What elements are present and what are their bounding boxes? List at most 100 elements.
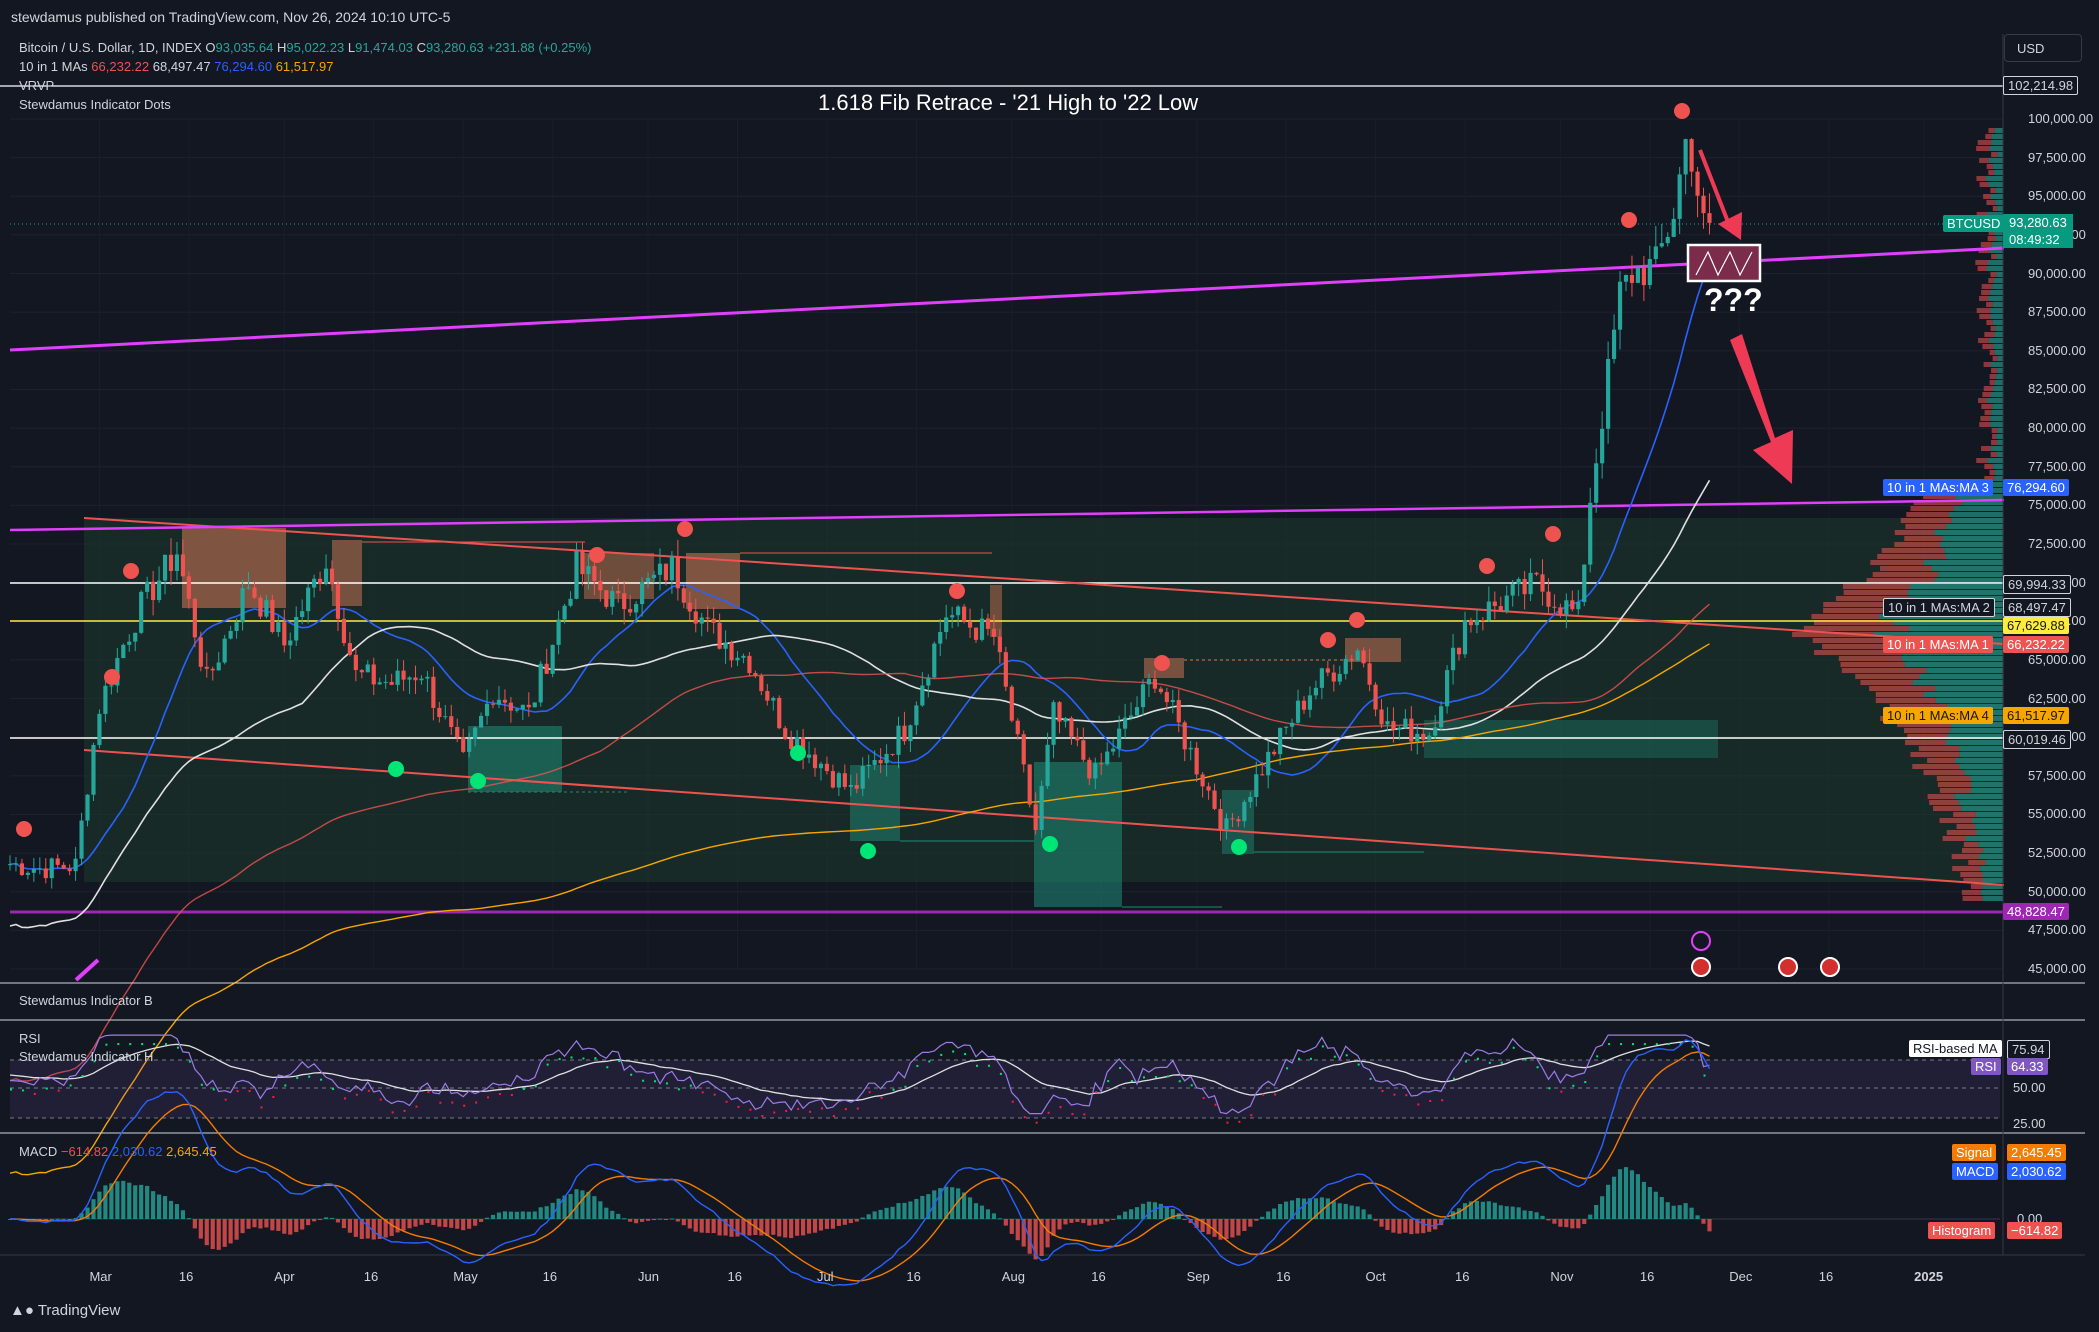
volume-bar-sell (1983, 362, 1991, 367)
indicator-h-dot (940, 1053, 943, 1056)
indicator-h-dot (677, 1088, 680, 1091)
tag-ma1-value: 66,232.22 (2003, 636, 2069, 653)
macd-hist-bar (1111, 1219, 1116, 1220)
buy-dot (1042, 836, 1058, 852)
indicator-h-dot (1131, 1079, 1134, 1082)
sell-dot (949, 583, 965, 599)
macd-hist-bar (538, 1207, 543, 1219)
macd-hist-bar (478, 1219, 484, 1222)
volume-bar-sell (1984, 476, 1995, 481)
volume-bar-sell (1946, 830, 1977, 835)
indicator-h-dot (773, 1111, 776, 1114)
candle-body (1033, 804, 1038, 830)
candle-body (1486, 601, 1491, 621)
macd-hist-bar (508, 1211, 513, 1219)
macd-hist-bar (210, 1219, 215, 1249)
candle-body (329, 568, 335, 585)
rsi-ma-line (9, 1040, 1710, 1102)
candle-body (1343, 658, 1348, 674)
candle-body (669, 556, 674, 581)
candle-body (1075, 736, 1080, 741)
volume-bar-buy (1992, 164, 2003, 169)
dots-label[interactable]: Stewdamus Indicator Dots (19, 97, 171, 112)
candle-body (1528, 572, 1533, 595)
sell-dot (1479, 558, 1495, 574)
candle-body (1552, 606, 1557, 608)
indicator-h-dot (69, 1084, 72, 1087)
macd-hist-bar (1164, 1206, 1169, 1219)
tag-60k: 60,019.46 (2003, 730, 2071, 749)
candle-body (1045, 744, 1050, 786)
candle-body (13, 863, 19, 865)
volume-bar-sell (1981, 290, 1990, 295)
fib-annotation: 1.618 Fib Retrace - '21 High to '22 Low (818, 90, 1199, 115)
candle-body (1385, 721, 1390, 725)
indicator-h-dot (1500, 1061, 1503, 1064)
candle-body (174, 554, 180, 572)
time-label: Sep (1186, 1269, 1210, 1284)
volume-bar-sell (1936, 776, 1971, 781)
flag-icon[interactable] (1691, 957, 1711, 977)
candle-body (186, 576, 191, 599)
rsi-label[interactable]: RSI (19, 1031, 41, 1046)
event-icon[interactable] (1691, 931, 1711, 951)
sell-dot (1545, 526, 1561, 542)
macd-hist-bar (67, 1219, 72, 1220)
indicator-h-dot (868, 1091, 871, 1094)
candle-body (85, 794, 90, 821)
time-label: Dec (1729, 1269, 1753, 1284)
macd-hist-bar (1582, 1219, 1587, 1224)
volume-bar-sell (1985, 134, 1992, 139)
candle-body (979, 618, 985, 640)
candle-body (586, 566, 591, 575)
indicator-h-dot (606, 1066, 609, 1069)
macd-legend[interactable]: MACD −614.82 2,030.62 2,645.45 (19, 1144, 217, 1159)
volume-bar-buy (1934, 530, 2003, 535)
volume-bar-sell (1991, 440, 1998, 445)
indicator-h-dot (1250, 1114, 1253, 1117)
flag-icon[interactable] (1778, 957, 1798, 977)
flag-icon[interactable] (1820, 957, 1840, 977)
volume-bar-buy (1994, 128, 2003, 133)
indicator-b-label[interactable]: Stewdamus Indicator B (19, 993, 153, 1008)
candle-body (508, 702, 513, 711)
macd-hist-bar (628, 1219, 633, 1222)
indicator-h-dot (475, 1101, 478, 1104)
candle-body (830, 771, 835, 788)
candle-body (264, 600, 269, 617)
ma-legend[interactable]: 10 in 1 MAs 66,232.22 68,497.47 76,294.6… (19, 59, 334, 74)
candle-body (1069, 717, 1074, 737)
symbol-legend[interactable]: Bitcoin / U.S. Dollar, 1D, INDEX O93,035… (19, 40, 592, 55)
ma3-value: 76,294.60 (214, 59, 273, 74)
macd-hist-bar (544, 1206, 549, 1219)
macd-hist-bar (252, 1219, 257, 1228)
vrvp-label[interactable]: VRVP (19, 78, 55, 93)
macd-hist-bar (556, 1198, 561, 1219)
macd-hist-bar (139, 1184, 144, 1219)
candle-body (1218, 808, 1223, 830)
candle-body (359, 669, 364, 673)
macd-hist-bar (1224, 1219, 1229, 1240)
macd-hist-bar (1176, 1213, 1181, 1219)
tag-purple: 48,828.47 (2003, 903, 2069, 920)
volume-bar-sell (1970, 884, 1983, 889)
macd-hist-bar (1397, 1219, 1402, 1234)
candle-body (288, 640, 293, 646)
indicator-h-dot (176, 1046, 179, 1049)
indicator-h-label[interactable]: Stewdamus Indicator H (19, 1049, 154, 1064)
indicator-h-dot (1333, 1055, 1336, 1058)
macd-hist-bar (1516, 1207, 1521, 1219)
sell-dot (1154, 655, 1170, 671)
buy-dot (1231, 839, 1247, 855)
high-value: 95,022.23 (286, 40, 345, 55)
macd-hist-bar (896, 1203, 901, 1219)
macd-hist-bar (401, 1219, 406, 1231)
sell-dot (16, 821, 32, 837)
volume-bar-buy (1945, 554, 2003, 559)
supply-zone (990, 585, 1002, 637)
macd-hist-bar (1289, 1200, 1295, 1219)
currency-selector[interactable]: USD (2004, 34, 2082, 62)
candle-body (1134, 707, 1140, 716)
candle-body (747, 655, 752, 674)
